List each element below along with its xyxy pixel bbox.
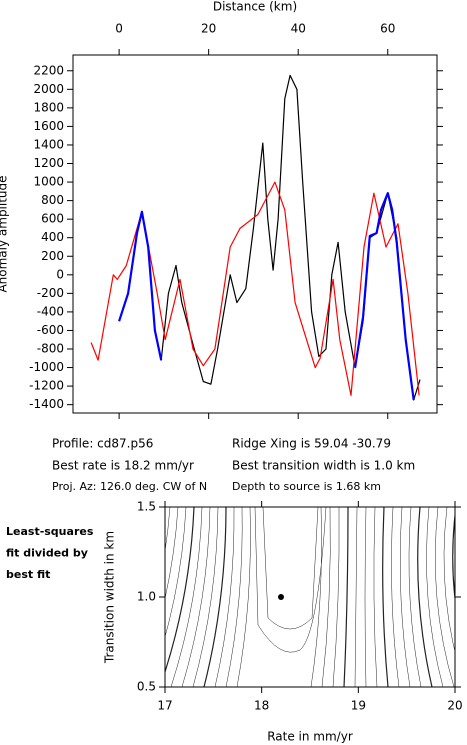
- contour-line: [343, 507, 349, 687]
- contour-line: [391, 507, 400, 687]
- y-tick-label: 1000: [33, 175, 64, 189]
- info-text: Ridge Xing is 59.04 -30.79: [232, 437, 391, 451]
- best-fit-point: [278, 594, 284, 600]
- y-tick-label: 0: [56, 267, 64, 281]
- contour-line: [452, 510, 455, 604]
- y-tick-label: 1.0: [137, 590, 156, 604]
- x-tick-label: 60: [380, 22, 395, 36]
- y-tick-label: -800: [37, 342, 64, 356]
- contour-line: [236, 507, 251, 687]
- plot-frame: [164, 506, 456, 688]
- contour-line: [408, 507, 422, 687]
- contour-line: [192, 507, 219, 687]
- x-tick-label: 20: [201, 22, 216, 36]
- contour-line: [214, 507, 235, 687]
- info-text: Profile: cd87.p56: [52, 437, 153, 451]
- info-text: Best transition width is 1.0 km: [232, 459, 415, 473]
- contour-line: [165, 507, 179, 600]
- y-tick-label: 400: [41, 230, 64, 244]
- y-tick-label: -200: [37, 286, 64, 300]
- x-axis-label: Distance (km): [213, 0, 297, 14]
- side-note: Least-squares: [6, 525, 94, 538]
- contour-line: [354, 507, 358, 687]
- y-tick-label: -400: [37, 304, 64, 318]
- contour-line: [461, 507, 467, 687]
- y-tick-label: 200: [41, 249, 64, 263]
- x-tick-label: 0: [115, 22, 123, 36]
- y-tick-label: 600: [41, 212, 64, 226]
- y-tick-label: 800: [41, 193, 64, 207]
- y-tick-label: -600: [37, 323, 64, 337]
- info-text: Best rate is 18.2 mm/yr: [52, 459, 194, 473]
- contour-line: [165, 507, 195, 674]
- y-axis-label: Transition width in km: [103, 531, 117, 664]
- side-note: best fit: [6, 568, 50, 581]
- y-tick-label: 2200: [33, 63, 64, 77]
- data-line: [118, 192, 415, 401]
- info-text: Depth to source is 1.68 km: [232, 480, 381, 493]
- x-tick-label: 18: [254, 699, 269, 713]
- contour-lines: [165, 507, 467, 687]
- x-tick-label: 20: [447, 699, 462, 713]
- contour-line: [443, 507, 455, 653]
- data-line: [118, 74, 421, 401]
- contour-line: [426, 507, 444, 687]
- x-axis-label: Rate in mm/yr: [267, 730, 353, 744]
- contour-line: [373, 507, 378, 687]
- x-tick-label: 19: [351, 699, 366, 713]
- y-tick-label: 1200: [33, 156, 64, 170]
- contour-line: [262, 507, 319, 630]
- contour-line: [332, 507, 340, 687]
- contour-line: [254, 507, 327, 653]
- contour-line: [165, 507, 171, 553]
- contour-line: [382, 507, 389, 687]
- contour-line: [321, 507, 331, 687]
- plot-frame: [72, 54, 438, 414]
- y-tick-label: 2000: [33, 82, 64, 96]
- x-tick-label: 17: [157, 699, 172, 713]
- contour-line: [417, 507, 433, 687]
- y-tick-label: 1600: [33, 119, 64, 133]
- y-tick-label: 1.5: [137, 500, 156, 514]
- y-tick-label: 1800: [33, 100, 64, 114]
- contour-line: [181, 507, 211, 687]
- contour-line: [203, 507, 227, 687]
- contour-line: [170, 507, 203, 687]
- y-tick-label: 0.5: [137, 680, 156, 694]
- contour-line: [399, 507, 411, 687]
- contour-line: [310, 507, 322, 687]
- side-note: fit divided by: [6, 547, 88, 560]
- contour-line: [225, 507, 243, 687]
- y-tick-label: -1200: [29, 379, 64, 393]
- y-tick-label: -1000: [29, 360, 64, 374]
- y-axis-label: Anomaly amplitude: [0, 175, 10, 292]
- y-tick-label: 1400: [33, 137, 64, 151]
- contour-line: [165, 507, 187, 638]
- info-text: Proj. Az: 126.0 deg. CW of N: [52, 480, 207, 493]
- contour-line: [364, 507, 367, 687]
- y-tick-label: -1400: [29, 397, 64, 411]
- contour-line: [434, 507, 455, 687]
- x-tick-label: 40: [291, 22, 306, 36]
